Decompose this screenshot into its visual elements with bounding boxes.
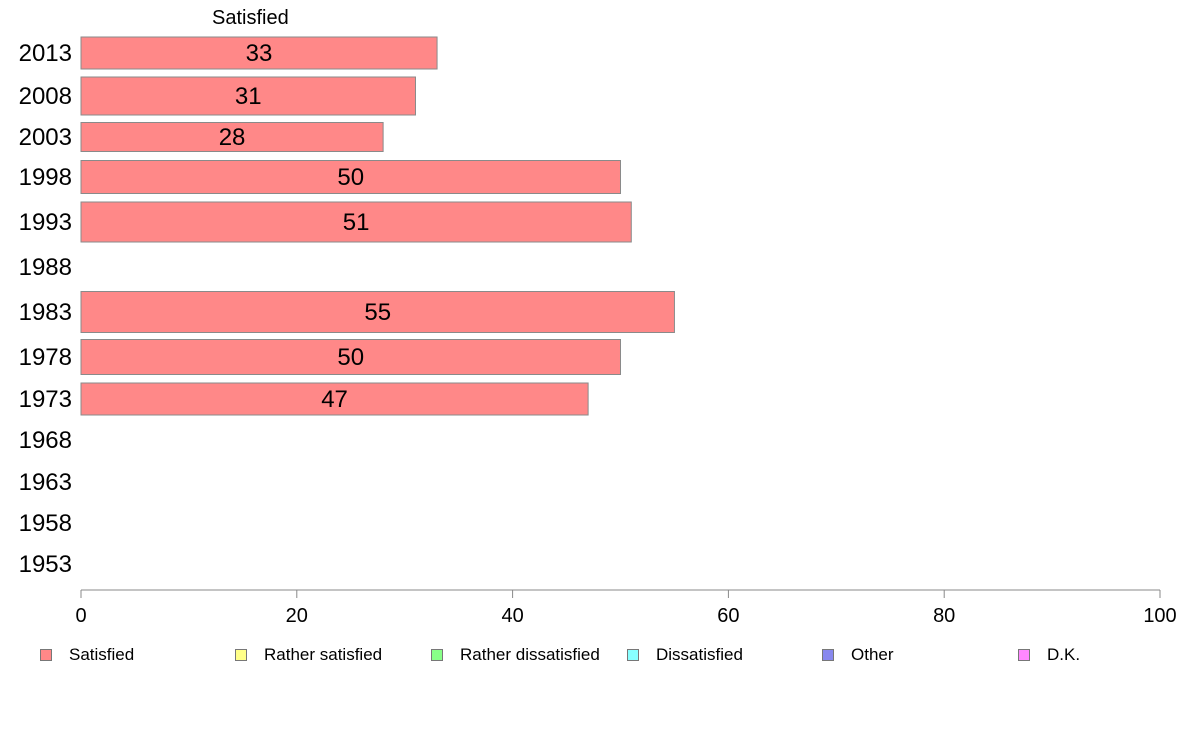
y-tick-label: 1973 — [19, 386, 72, 413]
data-label: 50 — [337, 164, 364, 191]
y-tick-label: 2008 — [19, 83, 72, 110]
y-tick-label: 1958 — [19, 510, 72, 537]
y-tick-label: 1968 — [19, 427, 72, 454]
legend-label: Other — [851, 645, 894, 664]
legend-item: Dissatisfied — [627, 644, 743, 666]
legend-item: Rather satisfied — [235, 644, 382, 666]
x-tick-label: 60 — [717, 605, 739, 627]
y-tick-label: 1953 — [19, 551, 72, 578]
series-title: Satisfied — [212, 7, 289, 29]
data-label: 33 — [246, 40, 273, 67]
bar-chart: 0 20 40 60 80 100 2013 33 2008 31 2003 28 1998 50 1993… — [19, 36, 1177, 627]
y-tick-label: 1988 — [19, 254, 72, 281]
x-tick-label: 20 — [286, 605, 308, 627]
bar — [80, 382, 589, 416]
data-label: 51 — [343, 209, 370, 236]
legend-item: Satisfied — [40, 644, 134, 666]
x-tick-label: 100 — [1143, 605, 1176, 627]
y-tick-label: 1978 — [19, 344, 72, 371]
bar — [80, 36, 438, 70]
data-label: 31 — [235, 83, 262, 110]
bar — [80, 160, 621, 194]
legend-swatch — [235, 649, 247, 661]
y-tick-label: 2013 — [19, 40, 72, 67]
bar — [80, 122, 384, 152]
y-tick-label: 2003 — [19, 124, 72, 151]
legend-item: D.K. — [1018, 644, 1080, 666]
legend-swatch — [627, 649, 639, 661]
legend-swatch — [822, 649, 834, 661]
legend-label: Rather satisfied — [264, 645, 383, 664]
x-tick-label: 80 — [933, 605, 955, 627]
legend-label: Dissatisfied — [656, 645, 743, 664]
legend-swatch — [1018, 649, 1030, 661]
bar — [80, 76, 416, 116]
x-tick-label: 40 — [501, 605, 523, 627]
data-label: 47 — [321, 386, 348, 413]
legend-item: Rather dissatisfied — [431, 644, 600, 666]
y-tick-label: 1963 — [19, 469, 72, 496]
x-tick-label: 0 — [75, 605, 86, 627]
bar — [80, 201, 632, 243]
legend: Satisfied Rather satisfied Rather dissatis… — [0, 644, 1188, 666]
bar — [80, 339, 621, 375]
data-label: 28 — [219, 124, 246, 151]
data-label: 50 — [337, 344, 364, 371]
y-tick-label: 1998 — [19, 164, 72, 191]
legend-swatch — [431, 649, 443, 661]
y-tick-label: 1993 — [19, 209, 72, 236]
legend-swatch — [40, 649, 52, 661]
legend-item: Other — [822, 644, 894, 666]
bar — [80, 291, 675, 333]
legend-label: D.K. — [1047, 645, 1081, 664]
legend-label: Rather dissatisfied — [460, 645, 600, 664]
y-tick-label: 1983 — [19, 299, 72, 326]
legend-label: Satisfied — [69, 645, 135, 664]
data-label: 55 — [364, 299, 391, 326]
